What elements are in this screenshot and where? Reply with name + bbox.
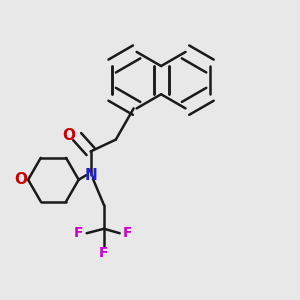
Text: F: F [123, 226, 133, 240]
Text: O: O [14, 172, 27, 187]
Text: F: F [99, 245, 109, 260]
Text: F: F [74, 226, 83, 240]
Text: O: O [62, 128, 75, 142]
Text: N: N [85, 168, 98, 183]
